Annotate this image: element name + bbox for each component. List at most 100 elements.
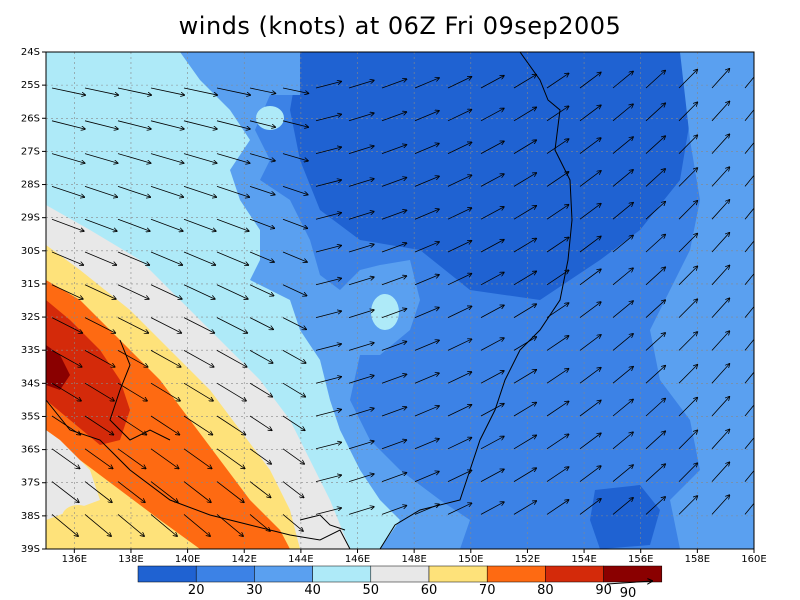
wind-vector bbox=[744, 174, 754, 187]
wind-vector bbox=[84, 514, 111, 536]
wind-vector bbox=[546, 434, 569, 450]
wind-vector bbox=[216, 382, 246, 401]
wind-vector bbox=[282, 448, 304, 464]
wind-vector bbox=[249, 350, 273, 363]
colorbar-swatch bbox=[312, 565, 372, 583]
colorbar-swatch bbox=[486, 565, 546, 583]
wind-vector bbox=[381, 79, 406, 89]
shade-20-30 bbox=[290, 52, 690, 300]
wind-vector bbox=[249, 514, 270, 531]
wind-vector bbox=[150, 186, 183, 197]
wind-vector bbox=[381, 276, 406, 286]
wind-vector bbox=[744, 141, 754, 154]
wind-vector bbox=[315, 344, 341, 351]
lon-tick-label: 154E bbox=[571, 554, 596, 565]
wind-vector bbox=[117, 218, 150, 231]
wind-vector bbox=[216, 153, 250, 164]
wind-vector bbox=[678, 299, 697, 318]
state-border-east bbox=[379, 52, 573, 549]
wind-vector bbox=[678, 332, 697, 351]
wind-vector bbox=[51, 87, 85, 95]
wind-vector bbox=[282, 382, 305, 396]
wind-vector bbox=[84, 218, 117, 231]
wind-vector bbox=[612, 367, 633, 384]
reference-vector-label: 90 bbox=[620, 586, 637, 600]
wind-vector bbox=[348, 146, 374, 154]
wind-vectors bbox=[51, 68, 754, 536]
wind-vector bbox=[513, 468, 536, 482]
colorbar-label: 30 bbox=[246, 583, 263, 598]
lat-tick-label: 25S bbox=[21, 80, 40, 91]
wind-vector bbox=[381, 374, 406, 384]
blob-yellow-1 bbox=[62, 505, 94, 529]
wind-vector bbox=[183, 218, 216, 231]
lat-tick-label: 29S bbox=[21, 213, 40, 224]
wind-vector bbox=[117, 153, 151, 164]
wind-vector bbox=[315, 442, 341, 450]
shade-80-90 bbox=[46, 280, 290, 549]
wind-vector bbox=[480, 174, 504, 187]
lon-tick-label: 136E bbox=[62, 554, 87, 565]
wind-vector bbox=[84, 382, 114, 401]
wind-vector bbox=[711, 265, 729, 286]
wind-vector bbox=[579, 499, 601, 515]
wind-vector bbox=[381, 506, 406, 515]
wind-vector bbox=[381, 473, 406, 482]
wind-vector bbox=[612, 334, 633, 351]
lon-tick-label: 138E bbox=[118, 554, 143, 565]
wind-vector bbox=[84, 153, 118, 164]
wind-vector bbox=[612, 465, 633, 482]
colorbar-label: 70 bbox=[479, 583, 496, 598]
wind-vector bbox=[381, 440, 406, 450]
wind-vector bbox=[546, 172, 569, 187]
wind-vector bbox=[282, 218, 307, 228]
wind-vector bbox=[117, 186, 150, 197]
lat-tick-label: 38S bbox=[21, 511, 40, 522]
wind-vector bbox=[480, 141, 504, 154]
wind-vector bbox=[645, 300, 665, 318]
wind-vector bbox=[744, 404, 754, 417]
wind-vector bbox=[348, 179, 374, 187]
wind-vector bbox=[84, 481, 112, 503]
wind-vector bbox=[117, 448, 146, 469]
wind-vector bbox=[183, 251, 215, 265]
wind-vector bbox=[546, 237, 569, 253]
wind-vector bbox=[414, 275, 439, 286]
wind-vector bbox=[447, 208, 471, 220]
wind-vector bbox=[744, 109, 754, 122]
wind-vector bbox=[150, 218, 183, 231]
wind-vector bbox=[414, 111, 439, 122]
wind-vector bbox=[381, 243, 406, 253]
wind-vector bbox=[744, 240, 754, 253]
wind-vector bbox=[645, 202, 665, 220]
wind-vector bbox=[480, 436, 504, 450]
wind-vector bbox=[447, 372, 471, 384]
wind-vector bbox=[744, 502, 754, 515]
wind-vector bbox=[84, 120, 118, 129]
wind-vector bbox=[282, 284, 307, 296]
wind-vector bbox=[645, 136, 665, 154]
wind-vector bbox=[282, 481, 304, 498]
wind-vector bbox=[480, 76, 504, 89]
wind-vector bbox=[315, 213, 341, 220]
wind-vector bbox=[117, 120, 151, 129]
colorbar-label: 80 bbox=[537, 583, 554, 598]
state-border-south bbox=[46, 399, 351, 549]
colorbar-swatch bbox=[603, 565, 663, 583]
wind-vector bbox=[414, 472, 439, 482]
wind-vector bbox=[51, 514, 78, 536]
wind-vector bbox=[183, 514, 210, 536]
wind-vector bbox=[414, 504, 439, 515]
wind-vector bbox=[150, 317, 181, 333]
lat-tick-label: 34S bbox=[21, 378, 40, 389]
wind-vector bbox=[282, 120, 308, 127]
wind-vector bbox=[183, 120, 217, 129]
wind-vector bbox=[744, 437, 754, 450]
wind-vector bbox=[150, 284, 182, 299]
wind-vector bbox=[51, 481, 79, 503]
wind-vector bbox=[480, 108, 504, 122]
lon-tick-label: 150E bbox=[458, 554, 483, 565]
reference-vector bbox=[606, 581, 652, 585]
wind-vector bbox=[84, 448, 113, 469]
